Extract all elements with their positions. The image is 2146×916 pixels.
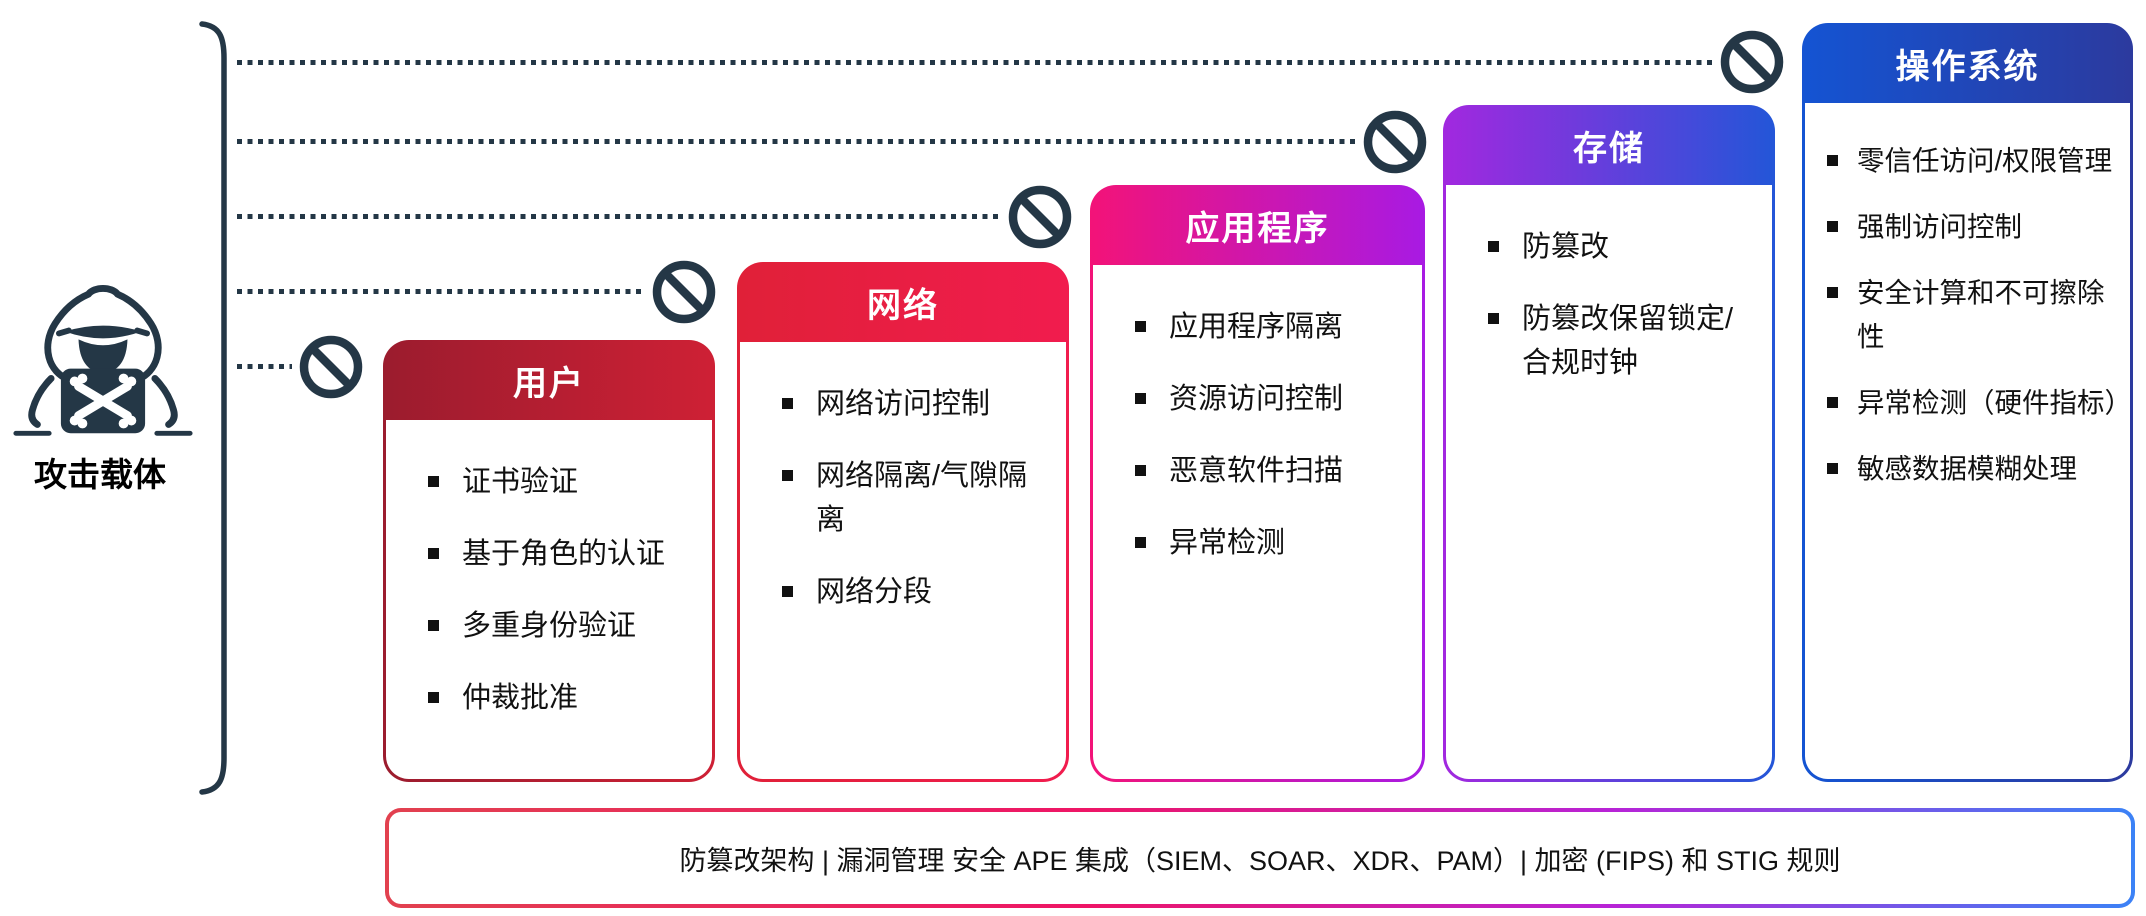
no-entry-icon (652, 260, 716, 324)
list-item: 资源访问控制 (1135, 377, 1410, 421)
no-entry-icon (1008, 185, 1072, 249)
card-application: 应用程序 应用程序隔离 资源访问控制 恶意软件扫描 异常检测 (1090, 185, 1425, 782)
list-item: 防篡改 (1488, 225, 1760, 269)
card-body: 证书验证 基于角色的认证 多重身份验证 仲裁批准 (386, 420, 712, 779)
attack-line-network (237, 289, 646, 294)
list-item: 防篡改保留锁定/合规时钟 (1488, 297, 1760, 385)
list-item: 证书验证 (428, 460, 700, 504)
compliance-banner: 防篡改架构 | 漏洞管理 安全 APE 集成（SIEM、SOAR、XDR、PAM… (385, 808, 2135, 908)
no-entry-icon (1363, 110, 1427, 174)
card-storage: 存储 防篡改 防篡改保留锁定/合规时钟 (1443, 105, 1775, 782)
list-item: 网络访问控制 (782, 382, 1054, 426)
list-item: 网络分段 (782, 570, 1054, 614)
card-body: 应用程序隔离 资源访问控制 恶意软件扫描 异常检测 (1093, 265, 1422, 779)
attack-vector-label: 攻击载体 (34, 456, 166, 493)
list-item: 异常检测 (1135, 521, 1410, 565)
card-body: 网络访问控制 网络隔离/气隙隔离 网络分段 (740, 342, 1066, 779)
card-title: 应用程序 (1185, 209, 1330, 248)
attack-line-application (237, 214, 1001, 219)
card-title: 网络 (867, 286, 939, 325)
list-item: 网络隔离/气隙隔离 (782, 454, 1054, 542)
card-network: 网络 网络访问控制 网络隔离/气隙隔离 网络分段 (737, 262, 1069, 782)
no-entry-icon (299, 335, 363, 399)
list-item: 基于角色的认证 (428, 532, 700, 576)
compliance-banner-text: 防篡改架构 | 漏洞管理 安全 APE 集成（SIEM、SOAR、XDR、PAM… (389, 812, 2131, 904)
card-title: 用户 (513, 364, 585, 403)
no-entry-icon (1720, 30, 1784, 94)
attack-line-storage (237, 139, 1356, 144)
card-title: 操作系统 (1895, 47, 2040, 86)
list-item: 仲裁批准 (428, 676, 700, 720)
list-item: 强制访问控制 (1827, 205, 2122, 249)
list-item: 多重身份验证 (428, 604, 700, 648)
attack-line-os (237, 60, 1713, 65)
list-item: 敏感数据模糊处理 (1827, 447, 2122, 491)
list-item: 应用程序隔离 (1135, 305, 1410, 349)
card-body: 防篡改 防篡改保留锁定/合规时钟 (1446, 185, 1772, 779)
card-body: 零信任访问/权限管理 强制访问控制 安全计算和不可擦除性 异常检测（硬件指标） … (1805, 103, 2132, 779)
list-item: 恶意软件扫描 (1135, 449, 1410, 493)
bracket (199, 21, 227, 795)
list-item: 异常检测（硬件指标） (1827, 381, 2132, 425)
list-item: 安全计算和不可擦除性 (1827, 271, 2122, 359)
card-operating-system: 操作系统 零信任访问/权限管理 强制访问控制 安全计算和不可擦除性 异常检测（硬… (1802, 23, 2133, 782)
attack-line-user (237, 364, 292, 369)
hacker-icon (13, 284, 193, 436)
card-user: 用户 证书验证 基于角色的认证 多重身份验证 仲裁批准 (383, 340, 715, 782)
list-item: 零信任访问/权限管理 (1827, 139, 2122, 183)
card-title: 存储 (1573, 129, 1645, 168)
